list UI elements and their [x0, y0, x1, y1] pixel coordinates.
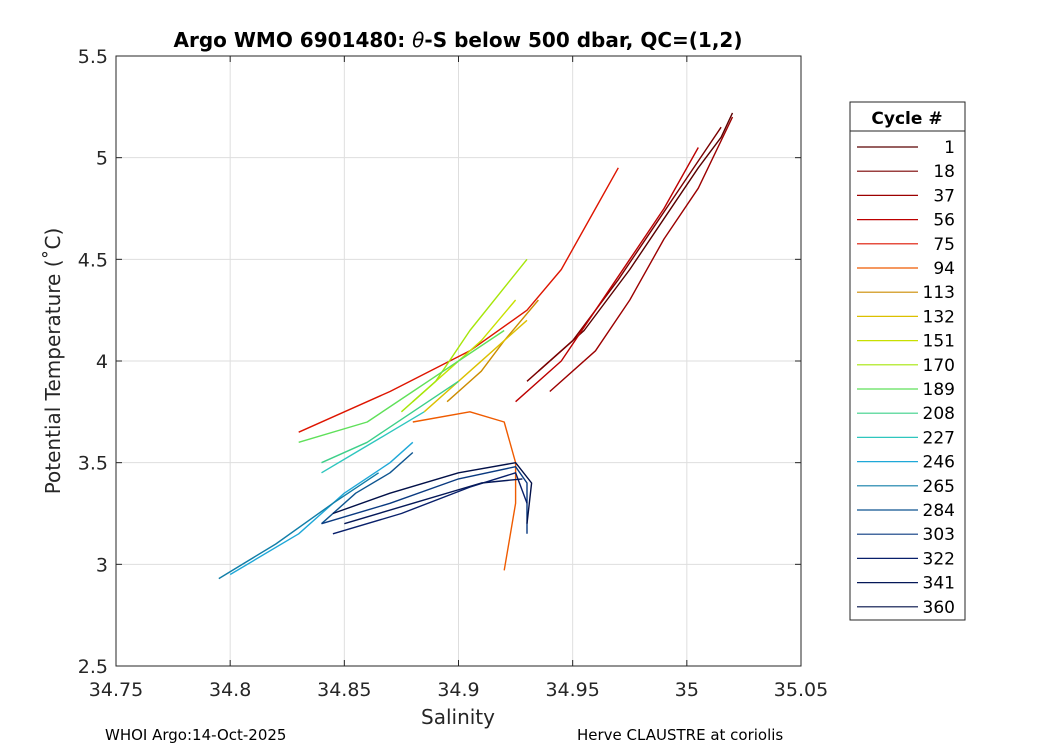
legend-label: 341	[923, 574, 955, 594]
series-line-1	[537, 112, 734, 372]
y-tick-label: 3	[96, 554, 108, 576]
legend-title: Cycle #	[871, 109, 942, 129]
series-line-11	[298, 329, 505, 443]
x-tick-label: 34.75	[89, 679, 143, 701]
y-tick-label: 4	[96, 351, 108, 373]
legend-label: 208	[923, 404, 955, 424]
series-line-7	[446, 299, 539, 403]
legend-label: 37	[933, 186, 955, 206]
footer-right: Herve CLAUSTRE at coriolis	[577, 726, 783, 744]
footer-left: WHOI Argo:14-Oct-2025	[105, 726, 286, 744]
legend: Cycle # 1 18 37 56 75 94 113 132 151 170 189 208 227…	[849, 101, 966, 621]
legend-label: 56	[933, 211, 955, 231]
x-tick-label: 35	[675, 679, 699, 701]
legend-label: 303	[923, 525, 955, 545]
y-tick-label: 3.5	[78, 453, 108, 475]
legend-label: 322	[923, 549, 955, 569]
x-tick-label: 34.95	[545, 679, 599, 701]
y-axis-label: Potential Temperature (˚C)	[41, 228, 65, 495]
x-tick-label: 35.05	[774, 679, 828, 701]
legend-label: 94	[933, 259, 955, 279]
legend-label: 1	[944, 138, 955, 158]
legend-label: 170	[923, 356, 955, 376]
series-line-5	[298, 167, 619, 433]
legend-label: 75	[933, 235, 955, 255]
series-line-15	[218, 472, 379, 580]
series-line-12	[321, 380, 459, 464]
series-line-13	[321, 411, 425, 474]
legend-label: 189	[923, 380, 955, 400]
x-tick-label: 34.9	[437, 679, 479, 701]
series-line-2	[526, 126, 722, 382]
series-line-3	[549, 116, 734, 393]
y-tick-label: 4.5	[78, 249, 108, 271]
series-line-4	[515, 147, 699, 403]
legend-label: 284	[923, 501, 955, 521]
tick-labels: 34.75 34.8 34.85 34.9 34.95 35 35.05 2.5 3 3.5 4 4.…	[78, 46, 828, 701]
legend-label: 265	[923, 477, 955, 497]
series-line-20	[332, 462, 533, 524]
legend-label: 132	[923, 307, 955, 327]
x-tick-label: 34.85	[317, 679, 371, 701]
series-line-17	[321, 466, 528, 534]
x-tick-label: 34.8	[209, 679, 251, 701]
series-line-8	[423, 319, 528, 413]
series-line-10	[400, 258, 528, 413]
legend-label: 18	[933, 162, 955, 182]
chart-title: Argo WMO 6901480: θ-S below 500 dbar, QC…	[174, 28, 743, 52]
legend-label: 113	[923, 283, 955, 303]
legend-label: 151	[923, 332, 955, 352]
series-group	[218, 112, 734, 580]
y-tick-label: 5.5	[78, 46, 108, 68]
legend-label: 227	[923, 428, 955, 448]
y-tick-label: 2.5	[78, 656, 108, 678]
x-axis-label: Salinity	[421, 705, 495, 729]
legend-label: 246	[923, 453, 955, 473]
series-line-16	[321, 451, 414, 525]
y-tick-label: 5	[96, 148, 108, 170]
legend-entries: 1 18 37 56 75 94 113 132 151 170 189 208 227 246 265 28…	[857, 138, 955, 618]
legend-label: 360	[923, 598, 955, 618]
series-line-14	[229, 441, 414, 576]
series-line-19	[344, 478, 523, 525]
